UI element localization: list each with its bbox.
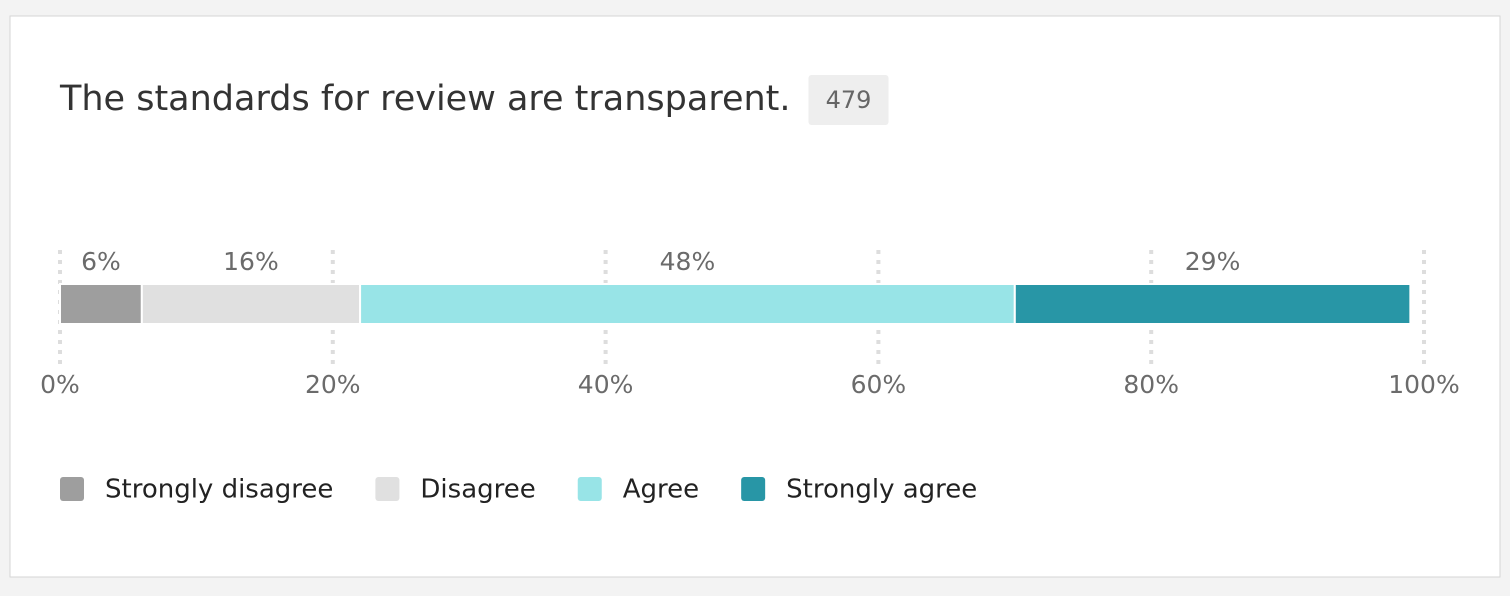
x-tick-label: 40% xyxy=(578,370,634,399)
bar-segment xyxy=(1013,283,1412,325)
bar-segment xyxy=(140,283,362,325)
x-tick-label: 0% xyxy=(40,370,80,399)
x-tick-label: 80% xyxy=(1123,370,1179,399)
value-label: 29% xyxy=(1185,247,1241,276)
count-label: 479 xyxy=(826,86,872,114)
value-label: 6% xyxy=(81,247,121,276)
x-tick-label: 20% xyxy=(305,370,361,399)
legend-swatch xyxy=(375,477,400,501)
bar-segment xyxy=(59,283,143,325)
legend-label: Agree xyxy=(623,475,699,505)
chart-title: The standards for review are transparent… xyxy=(59,79,791,119)
x-tick-label: 60% xyxy=(851,370,907,399)
bar-segment xyxy=(359,283,1016,325)
legend-swatch xyxy=(577,477,602,501)
value-label: 16% xyxy=(223,247,279,276)
legend-swatch xyxy=(741,477,766,501)
value-label: 48% xyxy=(660,247,716,276)
legend-label: Strongly disagree xyxy=(105,475,333,505)
legend-swatch xyxy=(60,477,84,501)
legend-label: Strongly agree xyxy=(786,475,977,505)
legend-label: Disagree xyxy=(420,475,535,505)
count-badge xyxy=(808,75,889,125)
x-tick-label: 100% xyxy=(1388,370,1459,399)
